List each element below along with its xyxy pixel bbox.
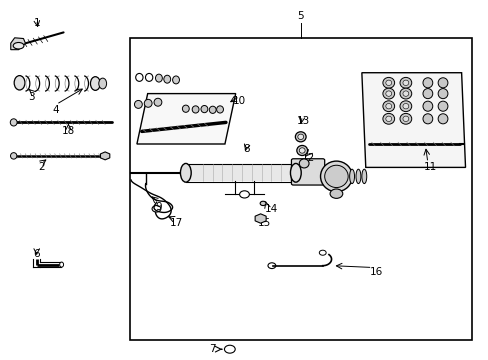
Ellipse shape	[385, 104, 391, 109]
Ellipse shape	[385, 80, 391, 85]
Ellipse shape	[60, 262, 63, 267]
Polygon shape	[361, 73, 465, 167]
Ellipse shape	[299, 159, 308, 168]
FancyBboxPatch shape	[291, 159, 324, 185]
Text: 4: 4	[53, 105, 60, 115]
FancyBboxPatch shape	[185, 164, 295, 181]
Ellipse shape	[382, 113, 394, 124]
Ellipse shape	[399, 101, 411, 112]
Ellipse shape	[385, 116, 391, 121]
Text: 9: 9	[155, 202, 162, 212]
Ellipse shape	[163, 75, 170, 83]
Ellipse shape	[172, 76, 179, 84]
Text: 18: 18	[61, 126, 75, 136]
Ellipse shape	[182, 105, 189, 112]
Ellipse shape	[209, 106, 216, 113]
Text: 1: 1	[33, 18, 40, 28]
Polygon shape	[11, 38, 25, 50]
Ellipse shape	[402, 80, 408, 85]
Text: 15: 15	[257, 218, 270, 228]
Ellipse shape	[10, 119, 17, 126]
Ellipse shape	[155, 74, 162, 82]
Circle shape	[329, 189, 342, 198]
Ellipse shape	[144, 99, 152, 107]
Text: 10: 10	[233, 96, 245, 106]
Ellipse shape	[90, 77, 100, 90]
Ellipse shape	[99, 78, 106, 89]
Ellipse shape	[134, 100, 142, 108]
Text: 16: 16	[369, 267, 383, 277]
Ellipse shape	[422, 101, 432, 111]
Ellipse shape	[260, 201, 265, 206]
Text: 3: 3	[28, 92, 35, 102]
Ellipse shape	[399, 77, 411, 88]
Ellipse shape	[382, 88, 394, 99]
Text: 13: 13	[296, 116, 309, 126]
Ellipse shape	[399, 113, 411, 124]
Ellipse shape	[290, 163, 301, 182]
Ellipse shape	[201, 105, 207, 113]
Ellipse shape	[11, 153, 17, 159]
Ellipse shape	[296, 145, 307, 156]
Ellipse shape	[385, 91, 391, 96]
Text: 8: 8	[243, 144, 250, 154]
Ellipse shape	[437, 101, 447, 111]
Ellipse shape	[299, 148, 305, 153]
Bar	[129, 38, 471, 340]
Ellipse shape	[13, 42, 24, 49]
Ellipse shape	[422, 78, 432, 88]
Ellipse shape	[382, 77, 394, 88]
Ellipse shape	[422, 89, 432, 99]
Ellipse shape	[180, 163, 191, 182]
Ellipse shape	[402, 104, 408, 109]
Text: 2: 2	[38, 162, 45, 172]
Text: 17: 17	[169, 218, 183, 228]
Ellipse shape	[295, 132, 305, 142]
Polygon shape	[255, 214, 265, 223]
Text: 14: 14	[264, 204, 278, 214]
Ellipse shape	[437, 89, 447, 99]
Ellipse shape	[349, 169, 354, 184]
Ellipse shape	[361, 169, 366, 184]
Ellipse shape	[192, 106, 199, 113]
Ellipse shape	[422, 114, 432, 124]
Polygon shape	[137, 94, 235, 144]
Ellipse shape	[382, 101, 394, 112]
Ellipse shape	[355, 169, 360, 184]
Text: 12: 12	[301, 153, 314, 163]
Ellipse shape	[399, 88, 411, 99]
Text: 11: 11	[423, 162, 436, 172]
Circle shape	[239, 191, 249, 198]
Ellipse shape	[402, 116, 408, 121]
Text: 6: 6	[33, 249, 40, 259]
Text: 7: 7	[209, 344, 216, 354]
Ellipse shape	[437, 114, 447, 124]
Ellipse shape	[320, 161, 351, 192]
Ellipse shape	[14, 76, 25, 90]
Polygon shape	[100, 152, 110, 160]
Ellipse shape	[154, 98, 162, 106]
Ellipse shape	[297, 134, 303, 139]
Text: 5: 5	[297, 11, 304, 21]
Ellipse shape	[324, 165, 347, 188]
Ellipse shape	[216, 106, 223, 113]
Ellipse shape	[437, 78, 447, 88]
Ellipse shape	[402, 91, 408, 96]
